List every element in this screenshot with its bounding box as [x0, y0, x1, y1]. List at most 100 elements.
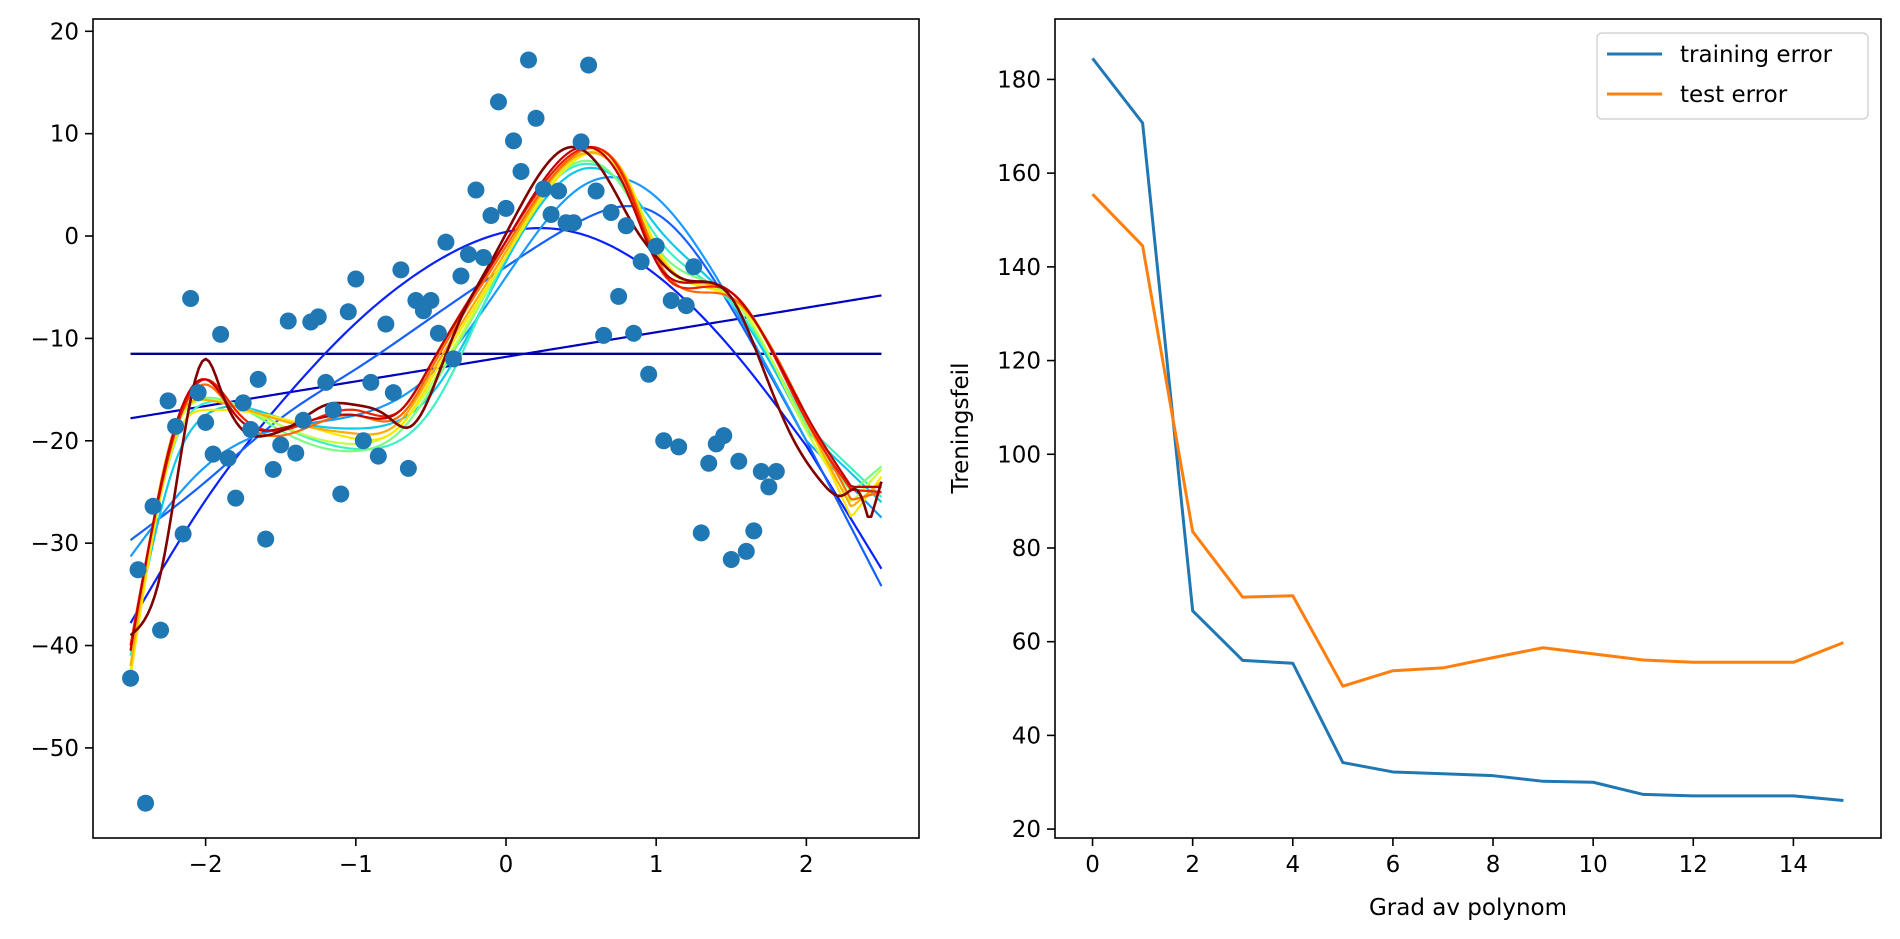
error-lines — [1091, 57, 1844, 803]
scatter-point — [377, 315, 395, 333]
left-x-tick-label: 0 — [499, 852, 514, 878]
left-y-tick-label: −30 — [30, 531, 79, 557]
scatter-point — [227, 489, 245, 507]
scatter-point — [662, 292, 680, 310]
scatter-point — [580, 56, 598, 74]
scatter-point — [625, 324, 643, 342]
scatter-point — [722, 551, 740, 569]
scatter-point — [692, 524, 710, 542]
scatter-point — [437, 233, 455, 251]
line-training-error — [1091, 57, 1844, 803]
scatter-point — [167, 417, 185, 435]
legend: training error test error — [1596, 32, 1869, 120]
scatter-point — [505, 132, 523, 150]
scatter-point — [204, 445, 222, 463]
scatter-point — [535, 180, 553, 198]
scatter-point — [369, 447, 387, 465]
scatter-point — [294, 411, 312, 429]
scatter-point — [550, 182, 568, 200]
left-x-tick-label: −1 — [339, 852, 373, 878]
scatter-point — [347, 270, 365, 288]
left-y-tick-label: 10 — [50, 122, 79, 148]
scatter-point — [362, 373, 380, 391]
right-x-tick-label: 6 — [1386, 852, 1401, 878]
scatter-point — [745, 522, 763, 540]
scatter-point — [760, 478, 778, 496]
scatter-point — [640, 365, 658, 383]
scatter-point — [572, 133, 590, 151]
scatter-point — [489, 93, 507, 111]
scatter-point — [272, 436, 290, 454]
scatter-point — [610, 287, 628, 305]
left-y-tick-label: −50 — [30, 736, 79, 762]
right-y-tick-label: 120 — [997, 349, 1041, 375]
scatter-point — [685, 258, 703, 276]
scatter-point — [317, 373, 335, 391]
scatter-point — [467, 181, 485, 199]
scatter-point — [144, 497, 162, 515]
scatter-point — [429, 324, 447, 342]
legend-label-test-error: test error — [1680, 82, 1788, 108]
left-y-tick-label: 20 — [50, 19, 79, 45]
scatter-point — [677, 297, 695, 315]
scatter-point — [459, 245, 477, 263]
left-y-tick-label: −40 — [30, 634, 79, 660]
right-y-tick-label: 160 — [997, 161, 1041, 187]
right-x-tick-label: 8 — [1486, 852, 1501, 878]
scatter-point — [324, 401, 342, 419]
scatter-point — [174, 525, 192, 543]
scatter-point — [287, 444, 305, 462]
scatter-point — [399, 459, 417, 477]
scatter-point — [249, 370, 267, 388]
scatter-point — [332, 485, 350, 503]
right-axes-frame — [1054, 18, 1882, 839]
scatter-point — [767, 462, 785, 480]
scatter-point — [354, 432, 372, 450]
scatter-point — [602, 203, 620, 221]
scatter-point — [670, 438, 688, 456]
scatter-point — [752, 462, 770, 480]
left-x-tick-label: −2 — [189, 852, 223, 878]
fit-curve-degree-1 — [130, 294, 882, 420]
right-x-axis-label: Grad av polynom — [1369, 895, 1567, 921]
right-x-tick-label: 2 — [1185, 852, 1200, 878]
scatter-point — [384, 384, 402, 402]
right-y-tick-label: 60 — [1012, 630, 1041, 656]
scatter-point — [520, 51, 538, 69]
scatter-point — [122, 669, 140, 687]
right-y-tick-label: 40 — [1012, 723, 1041, 749]
left-axes-frame — [92, 18, 920, 839]
scatter-point — [474, 249, 492, 267]
left-y-tick-label: −10 — [30, 326, 79, 352]
right-x-tick-label: 12 — [1679, 852, 1708, 878]
scatter-point — [444, 350, 462, 368]
scatter-point — [129, 561, 147, 579]
scatter-point — [257, 530, 275, 548]
right-x-tick-label: 0 — [1085, 852, 1100, 878]
scatter-point — [497, 199, 515, 217]
scatter-point — [737, 542, 755, 560]
fit-curve-degree-5 — [129, 166, 883, 651]
right-y-axis-label: Treningsfeil — [948, 363, 974, 495]
scatter-point — [565, 214, 583, 232]
scatter-point — [234, 394, 252, 412]
scatter-point — [242, 421, 260, 439]
right-y-tick-label: 20 — [1012, 817, 1041, 843]
scatter-point — [219, 449, 237, 467]
scatter-point — [655, 432, 673, 450]
scatter-point — [264, 460, 282, 478]
scatter-point — [189, 384, 207, 402]
right-y-tick-label: 80 — [1012, 536, 1041, 562]
line-test-error — [1091, 193, 1844, 688]
right-y-tick-label: 180 — [997, 67, 1041, 93]
left-y-tick-label: 0 — [64, 224, 79, 250]
scatter-point — [617, 217, 635, 235]
scatter-point — [137, 794, 155, 812]
scatter-point — [512, 163, 530, 181]
scatter-point — [422, 292, 440, 310]
scatter-point — [527, 109, 545, 127]
scatter-point — [309, 308, 327, 326]
legend-label-training-error: training error — [1680, 42, 1833, 68]
scatter-point — [482, 207, 500, 225]
